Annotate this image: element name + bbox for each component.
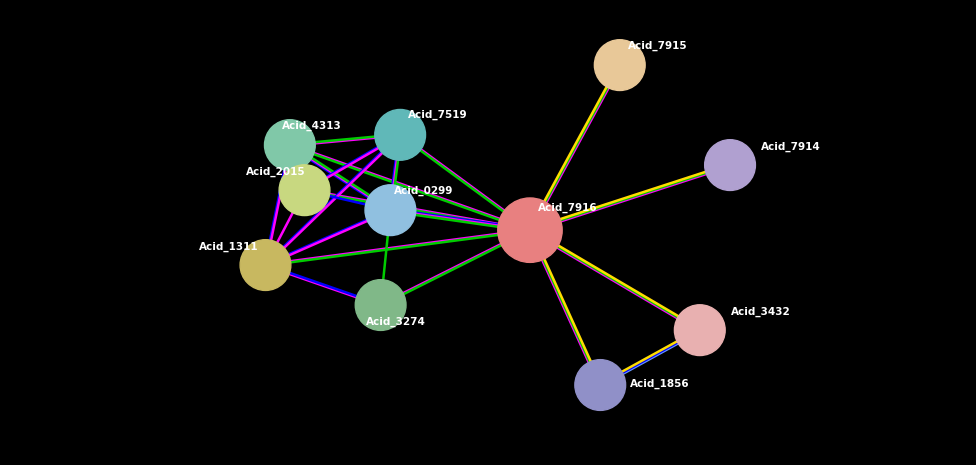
Text: Acid_4313: Acid_4313 xyxy=(282,120,342,131)
Text: Acid_7519: Acid_7519 xyxy=(408,110,468,120)
Ellipse shape xyxy=(498,198,562,262)
Ellipse shape xyxy=(375,109,426,160)
Text: Acid_3432: Acid_3432 xyxy=(731,306,791,317)
Ellipse shape xyxy=(575,359,626,411)
Ellipse shape xyxy=(674,305,725,356)
Ellipse shape xyxy=(264,120,315,171)
Text: Acid_1311: Acid_1311 xyxy=(199,242,259,252)
Text: Acid_3274: Acid_3274 xyxy=(366,317,426,327)
Text: Acid_2015: Acid_2015 xyxy=(246,166,305,177)
Ellipse shape xyxy=(279,165,330,216)
Text: Acid_7916: Acid_7916 xyxy=(538,203,597,213)
Ellipse shape xyxy=(355,279,406,331)
Text: Acid_0299: Acid_0299 xyxy=(394,186,454,196)
Ellipse shape xyxy=(705,140,755,191)
Ellipse shape xyxy=(594,40,645,91)
Text: Acid_7915: Acid_7915 xyxy=(628,40,687,51)
Ellipse shape xyxy=(365,185,416,236)
Text: Acid_1856: Acid_1856 xyxy=(630,379,689,389)
Ellipse shape xyxy=(240,239,291,291)
Text: Acid_7914: Acid_7914 xyxy=(761,141,821,152)
